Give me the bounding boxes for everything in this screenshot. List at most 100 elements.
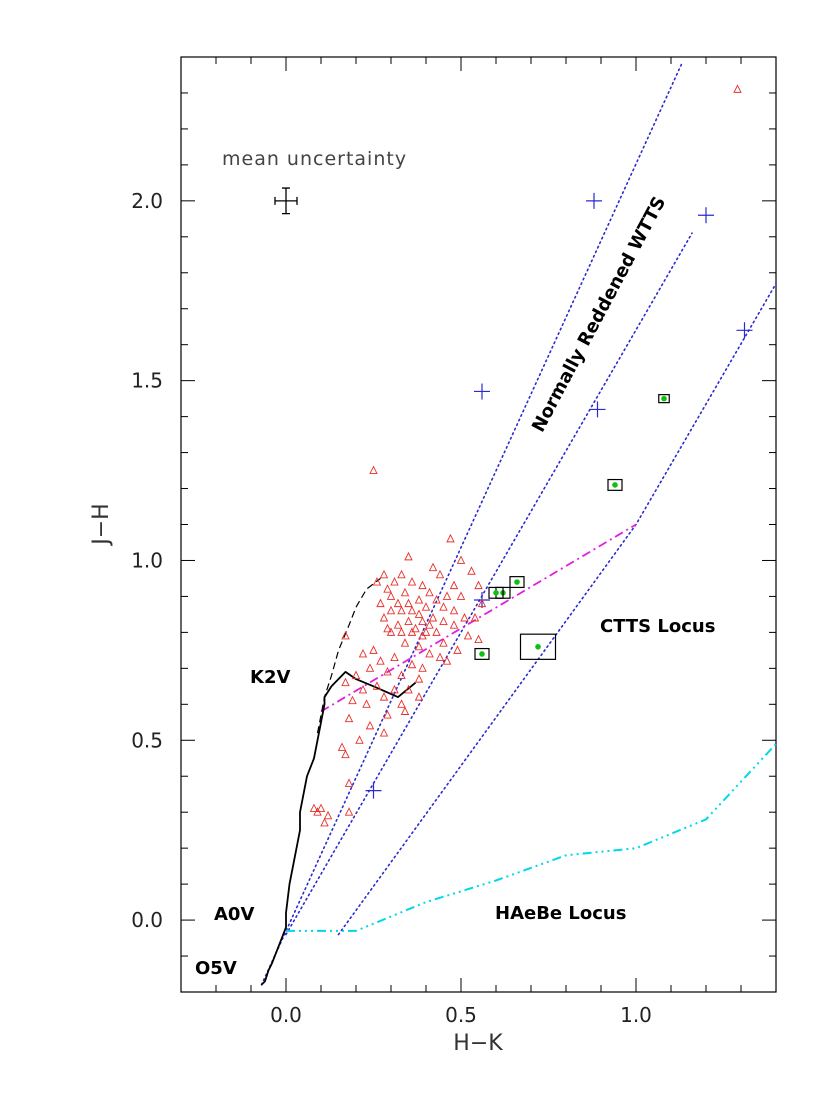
- y-tick-label: 0.0: [131, 908, 163, 932]
- triangle-point: [432, 595, 441, 604]
- triangle-point: [379, 692, 389, 701]
- reddening-band-line: [285, 232, 693, 936]
- triangle-point: [379, 612, 389, 622]
- reddening-vector-marker: [736, 322, 753, 339]
- triangle-point: [407, 605, 417, 615]
- triangle-point: [400, 587, 410, 597]
- triangle-point: [425, 648, 434, 658]
- triangle-point: [358, 684, 368, 694]
- triangle-point: [393, 598, 403, 608]
- triangle-point: [418, 663, 427, 672]
- x-tick-label: 0.0: [270, 1003, 302, 1027]
- green-point: [661, 395, 667, 402]
- triangle-point: [397, 605, 406, 615]
- triangle-point: [365, 720, 375, 730]
- triangle-point: [390, 684, 399, 694]
- triangle-point: [376, 598, 385, 608]
- triangle-point: [733, 84, 742, 93]
- green-point: [535, 643, 541, 650]
- triangle-point: [460, 612, 469, 622]
- triangle-point: [446, 533, 455, 543]
- triangle-point: [414, 595, 424, 604]
- green-point-errorbox: [488, 586, 504, 599]
- haebe-locus-line: [286, 743, 777, 932]
- triangle-point: [358, 648, 368, 658]
- o5v-label: O5V: [195, 958, 237, 979]
- triangle-point: [383, 710, 392, 719]
- triangle-point: [369, 465, 378, 475]
- reddening-band-line: [260, 63, 683, 986]
- triangle-point: [320, 817, 329, 827]
- triangle-point: [372, 577, 382, 586]
- triangle-point: [421, 627, 431, 636]
- triangle-point: [351, 670, 361, 679]
- data-markers: [274, 84, 753, 827]
- triangle-point: [439, 602, 448, 611]
- triangle-point: [397, 627, 406, 636]
- triangle-point: [400, 706, 410, 715]
- green-point-errorbox: [474, 647, 490, 660]
- green-point: [612, 482, 618, 488]
- triangle-point: [400, 638, 410, 647]
- triangle-point: [344, 778, 354, 787]
- mean-uncertainty-errorbar: [274, 187, 298, 215]
- triangle-point: [435, 652, 445, 662]
- triangle-point: [470, 612, 480, 622]
- triangle-point: [425, 587, 434, 597]
- y-axis-label: J−H: [89, 503, 114, 546]
- triangle-point: [386, 591, 396, 600]
- plot-frame: [180, 56, 777, 993]
- triangle-point: [439, 638, 448, 647]
- dwarf-sequence-line: [260, 671, 417, 986]
- green-point: [514, 579, 520, 585]
- triangle-point: [414, 641, 424, 651]
- triangle-point: [337, 742, 347, 751]
- triangle-point: [316, 803, 326, 813]
- green-point-errorbox: [519, 633, 557, 660]
- triangle-point: [428, 612, 438, 622]
- triangle-point: [344, 713, 354, 723]
- green-point: [493, 590, 499, 596]
- y-tick-label: 1.5: [131, 369, 163, 393]
- triangle-point: [379, 569, 389, 579]
- triangle-point: [418, 630, 427, 640]
- x-tick-label: 0.5: [445, 1003, 477, 1027]
- triangle-point: [414, 692, 424, 701]
- ctts-locus-label: CTTS Locus: [600, 616, 715, 637]
- triangle-point: [456, 555, 466, 564]
- triangle-point: [477, 598, 487, 608]
- triangle-point: [449, 605, 459, 615]
- y-tick-label: 2.0: [131, 189, 163, 213]
- green-point-errorbox: [658, 394, 670, 404]
- triangle-point: [386, 627, 396, 636]
- triangle-point: [397, 670, 406, 679]
- reddening-vector-marker: [474, 383, 490, 400]
- triangle-point: [474, 634, 483, 644]
- triangle-point: [383, 584, 392, 593]
- y-tick-label: 0.5: [131, 728, 163, 752]
- reddened-wtts-label: Normally Reddened WTTS: [528, 193, 670, 436]
- x-tick-label: 1.0: [620, 1003, 652, 1027]
- triangle-point: [432, 627, 441, 636]
- x-tick-labels: 0.0 0.5 1.0: [270, 1003, 652, 1027]
- green-point: [479, 651, 485, 657]
- triangle-point: [407, 627, 417, 636]
- triangle-point: [383, 623, 392, 633]
- triangle-point: [365, 663, 375, 672]
- axis-ticks: [180, 56, 777, 993]
- reddening-vector-marker: [589, 401, 606, 418]
- triangle-point: [442, 656, 452, 665]
- giant-sequence-line: [316, 577, 381, 734]
- triangle-point: [362, 699, 371, 708]
- y-tick-label: 1.0: [131, 548, 163, 572]
- triangle-point: [390, 652, 399, 662]
- triangle-point: [313, 807, 322, 816]
- triangle-point: [418, 580, 427, 590]
- triangle-point: [411, 623, 420, 633]
- triangle-point: [404, 616, 413, 626]
- triangle-point: [379, 728, 389, 737]
- triangle-point: [344, 807, 354, 816]
- triangle-point: [435, 569, 445, 579]
- mean-uncertainty-label: mean uncertainty: [222, 148, 407, 170]
